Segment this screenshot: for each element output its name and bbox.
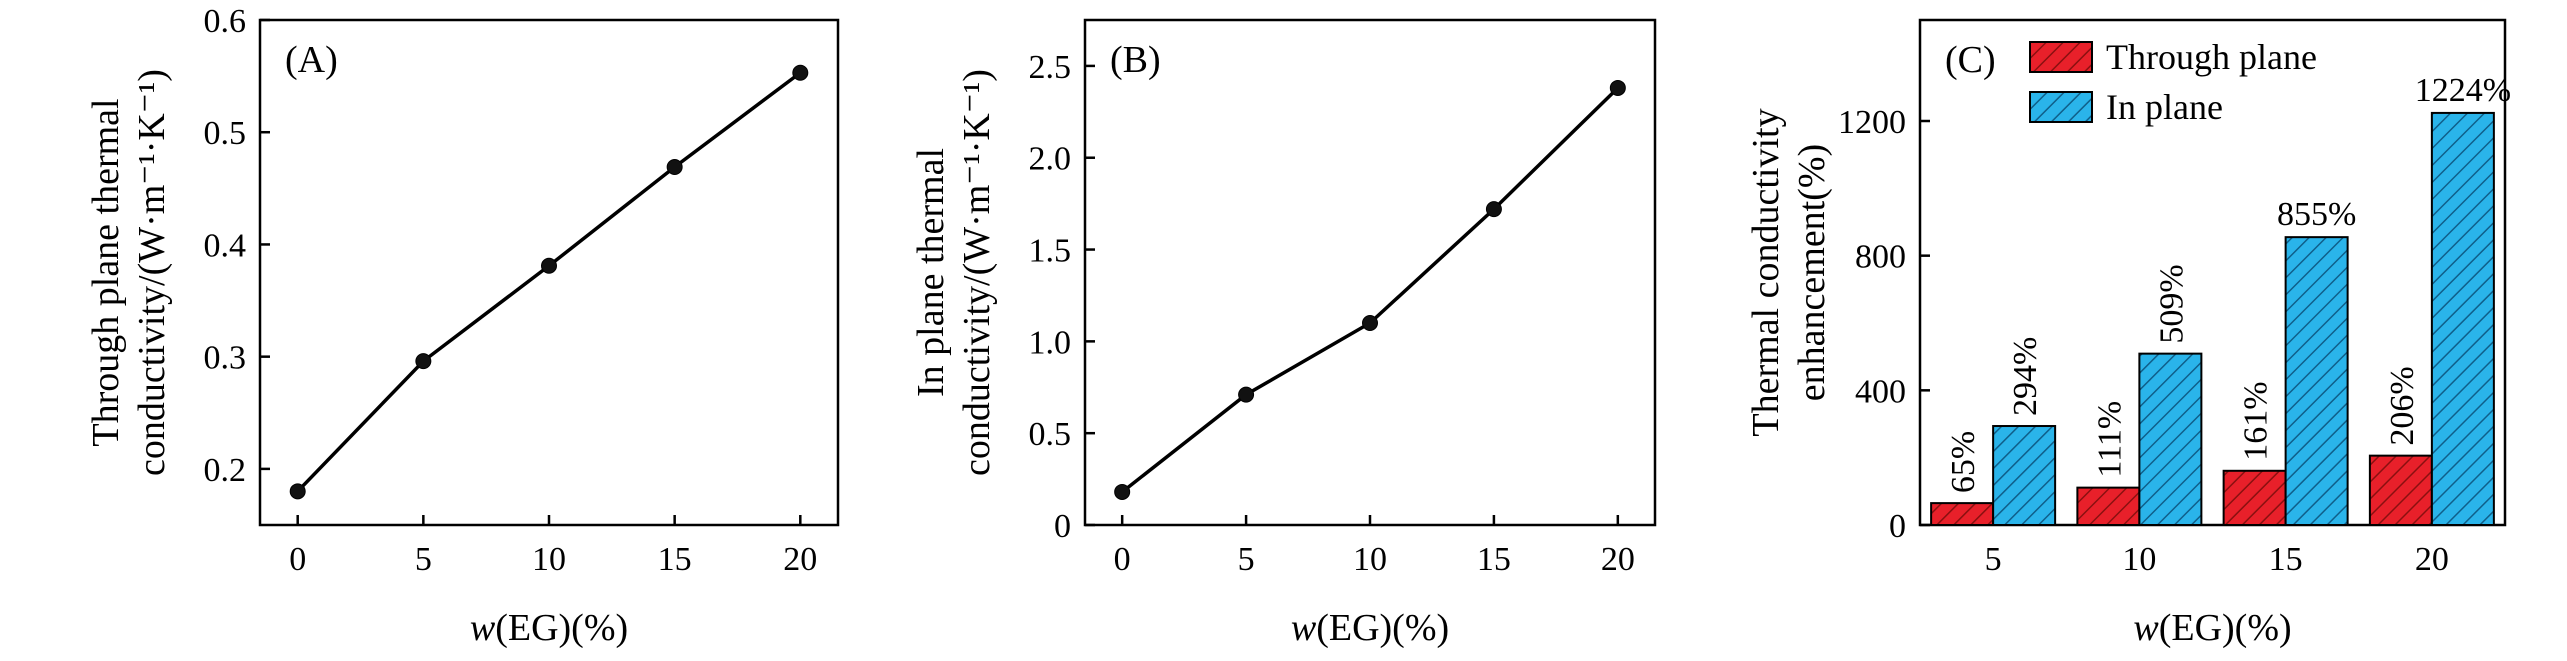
panel-b-y-tick-label: 0.5: [1029, 416, 1072, 453]
panel-b-series-line: [1121, 86, 1620, 494]
panel-c-bar-value-label: 509%: [2153, 264, 2190, 343]
panel-c-bar-value-label: 294%: [2007, 337, 2044, 416]
panel-a-x-tick-label: 10: [532, 541, 566, 578]
panel-a-y-tick-label: 0.5: [204, 115, 247, 152]
panel-c-y-tick-label: 0: [1889, 508, 1906, 545]
panel-c-enhancement-bar-chart: 0 400 800 1200 5 65% 294% 10 111% 509% 15 161% 855% 2…: [1745, 18, 2511, 649]
panel-c-legend-label: In plane: [2106, 87, 2223, 127]
panel-b-data-point: [1362, 315, 1378, 331]
panel-c-y-tick-label: 1200: [1838, 104, 1906, 141]
panel-b-x-tick-label: 20: [1601, 541, 1635, 578]
panel-a-data-point: [289, 483, 306, 500]
panel-c-x-tick-label: 10: [2122, 541, 2156, 578]
panel-a-x-tick-label: 5: [415, 541, 432, 578]
panel-c-bar-through-plane: [2222, 469, 2287, 526]
panel-c-y-tick-label: 800: [1855, 239, 1906, 276]
panel-c-bar-value-label: 855%: [2277, 196, 2356, 233]
panel-a-x-axis-label: w(EG)(%): [470, 607, 628, 649]
panel-c-legend-label: Through plane: [2106, 37, 2317, 77]
panel-a-data-point: [541, 257, 557, 274]
panel-c-bar-value-label: 111%: [2091, 401, 2128, 478]
panel-b-y-axis-label: In plane thermal conductivity/(W·m⁻¹·K⁻¹): [910, 69, 998, 476]
panel-c-x-tick-label: 15: [2269, 541, 2303, 578]
panel-b-panel-label: (B): [1110, 39, 1161, 81]
panel-a-x-tick-label: 0: [289, 541, 306, 578]
panel-c-bar-through-plane: [2368, 454, 2433, 526]
panel-c-bar-value-label: 206%: [2384, 366, 2421, 445]
panel-b-y-tick-label: 1.5: [1029, 233, 1072, 270]
panel-a-data-point: [792, 64, 809, 81]
panel-b-x-tick-label: 15: [1477, 541, 1511, 578]
panel-c-bar-in-plane: [2138, 352, 2203, 526]
panel-c-bar-through-plane: [2076, 486, 2141, 527]
panel-a-y-tick-label: 0.6: [204, 3, 247, 40]
panel-b-in-plane-chart: 0 5 10 15 20 0 0.5 1.0 1.5 2.0 2.5 (B) w(EG)(%) In pl…: [910, 18, 1657, 649]
panel-c-panel-label: (C): [1945, 39, 1996, 81]
panel-c-x-tick-label: 5: [1985, 541, 2002, 578]
panel-b-data-point: [1238, 386, 1255, 403]
panel-c-x-tick-label: 20: [2415, 541, 2449, 578]
panel-c-bar-in-plane: [2284, 236, 2349, 526]
panel-c-legend-swatch: [2029, 41, 2093, 73]
panel-a-through-plane-chart: 0 5 10 15 20 0.2 0.3 0.4 0.5 0.6 (A) w(EG)(%) Throug…: [85, 3, 840, 649]
panel-c-y-axis-label: Thermal conductivity enhancement(%): [1745, 108, 1833, 436]
panel-b-x-tick-label: 0: [1114, 541, 1131, 578]
panel-b-x-tick-label: 10: [1353, 541, 1387, 578]
panel-c-y-tick-label: 400: [1855, 373, 1906, 410]
panel-a-data-point: [415, 353, 432, 370]
panel-c-bar-value-label: 1224%: [2415, 72, 2511, 109]
panel-c-bar-value-label: 65%: [1945, 431, 1982, 493]
panel-a-y-axis-label: Through plane thermal conductivity/(W·m⁻¹…: [85, 69, 173, 476]
panel-c-bar-value-label: 161%: [2238, 381, 2275, 460]
panel-b-data-point: [1485, 201, 1502, 218]
panel-c-x-axis-label: w(EG)(%): [2133, 607, 2291, 649]
panel-b-data-point: [1609, 79, 1626, 96]
panel-b-x-axis-label: w(EG)(%): [1291, 607, 1449, 649]
panel-c-plot-frame: [1918, 18, 2507, 527]
panel-c-bar-in-plane: [1992, 425, 2057, 526]
panel-b-y-tick-label: 2.0: [1029, 141, 1072, 178]
panel-a-y-tick-label: 0.3: [204, 340, 247, 377]
panel-b-x-tick-label: 5: [1238, 541, 1255, 578]
panel-b-y-tick-label: 0: [1054, 508, 1071, 545]
panel-b-plot-frame: [1083, 18, 1657, 527]
panel-b-y-tick-label: 2.5: [1029, 49, 1072, 86]
panel-c-bar-in-plane: [2430, 111, 2495, 526]
panel-a-series-line: [296, 71, 802, 493]
panel-b-data-point: [1114, 483, 1131, 500]
panel-a-data-point: [666, 159, 683, 176]
panel-b-y-tick-label: 1.0: [1029, 324, 1072, 361]
panel-a-panel-label: (A): [285, 39, 338, 81]
panel-c-bar-through-plane: [1930, 502, 1995, 527]
panel-c-legend-swatch: [2029, 91, 2093, 123]
panel-a-y-tick-label: 0.2: [204, 452, 247, 489]
panel-a-x-tick-label: 20: [783, 541, 817, 578]
panel-a-y-tick-label: 0.4: [204, 227, 247, 264]
panel-a-x-tick-label: 15: [658, 541, 692, 578]
